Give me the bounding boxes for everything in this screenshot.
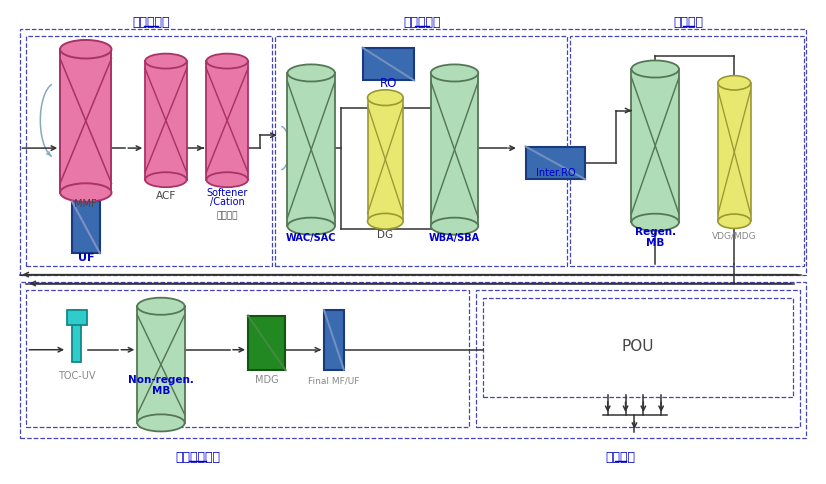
Text: MB: MB bbox=[646, 238, 664, 247]
Text: Inter.RO: Inter.RO bbox=[535, 167, 575, 178]
Ellipse shape bbox=[718, 76, 751, 91]
Ellipse shape bbox=[206, 173, 248, 188]
Ellipse shape bbox=[287, 218, 335, 235]
Bar bbox=[570, 37, 805, 266]
Text: （可选）: （可选） bbox=[216, 212, 238, 220]
Bar bbox=[274, 37, 567, 266]
Bar bbox=[137, 307, 185, 423]
Text: Non-regen.: Non-regen. bbox=[128, 375, 194, 385]
Text: 回收系统: 回收系统 bbox=[605, 450, 635, 463]
Bar bbox=[631, 70, 679, 223]
Text: /Cation: /Cation bbox=[210, 197, 244, 207]
Ellipse shape bbox=[368, 214, 403, 229]
Text: Final MF/UF: Final MF/UF bbox=[308, 376, 359, 385]
Bar bbox=[525, 147, 585, 180]
Text: TOC-UV: TOC-UV bbox=[58, 371, 96, 380]
Bar bbox=[72, 202, 100, 253]
Ellipse shape bbox=[145, 173, 187, 188]
Text: 循环抛光系统: 循环抛光系统 bbox=[175, 450, 220, 463]
Bar bbox=[718, 84, 751, 222]
Bar bbox=[248, 316, 286, 370]
Text: 预处理系统: 预处理系统 bbox=[132, 16, 170, 29]
Ellipse shape bbox=[431, 218, 478, 235]
Text: RO: RO bbox=[380, 77, 397, 90]
Text: MDG: MDG bbox=[255, 375, 278, 385]
Bar bbox=[20, 282, 806, 438]
Bar bbox=[26, 291, 469, 427]
Text: WBA/SBA: WBA/SBA bbox=[429, 233, 480, 242]
Ellipse shape bbox=[145, 55, 187, 69]
Text: 纯水系统: 纯水系统 bbox=[674, 16, 704, 29]
Ellipse shape bbox=[60, 184, 112, 202]
Text: POU: POU bbox=[621, 339, 653, 353]
Bar bbox=[363, 49, 414, 81]
Bar bbox=[431, 74, 478, 227]
Ellipse shape bbox=[137, 414, 185, 432]
Ellipse shape bbox=[206, 55, 248, 69]
Ellipse shape bbox=[631, 214, 679, 231]
Bar bbox=[60, 50, 112, 193]
Text: Regen.: Regen. bbox=[634, 227, 676, 237]
Ellipse shape bbox=[368, 91, 403, 106]
Bar bbox=[368, 98, 403, 222]
Bar bbox=[324, 311, 344, 370]
Ellipse shape bbox=[137, 298, 185, 315]
Bar bbox=[67, 311, 87, 325]
Bar bbox=[483, 299, 793, 397]
Bar bbox=[73, 311, 81, 362]
Bar bbox=[26, 37, 272, 266]
Text: WAC/SAC: WAC/SAC bbox=[286, 233, 336, 242]
Bar bbox=[20, 30, 806, 275]
Ellipse shape bbox=[631, 61, 679, 78]
Text: UF: UF bbox=[78, 252, 94, 262]
Text: MB: MB bbox=[152, 385, 170, 395]
Text: VDG/MDG: VDG/MDG bbox=[712, 231, 757, 240]
Bar bbox=[206, 62, 248, 181]
Text: ACF: ACF bbox=[156, 190, 176, 200]
Ellipse shape bbox=[60, 41, 112, 60]
Text: Softener: Softener bbox=[206, 187, 248, 197]
Text: DG: DG bbox=[377, 229, 393, 240]
Text: 除盐水系统: 除盐水系统 bbox=[403, 16, 440, 29]
Bar bbox=[477, 291, 800, 427]
Ellipse shape bbox=[431, 65, 478, 82]
Bar bbox=[287, 74, 335, 227]
Ellipse shape bbox=[287, 65, 335, 82]
Ellipse shape bbox=[718, 214, 751, 229]
Bar bbox=[145, 62, 187, 181]
Text: MMF: MMF bbox=[74, 199, 97, 209]
